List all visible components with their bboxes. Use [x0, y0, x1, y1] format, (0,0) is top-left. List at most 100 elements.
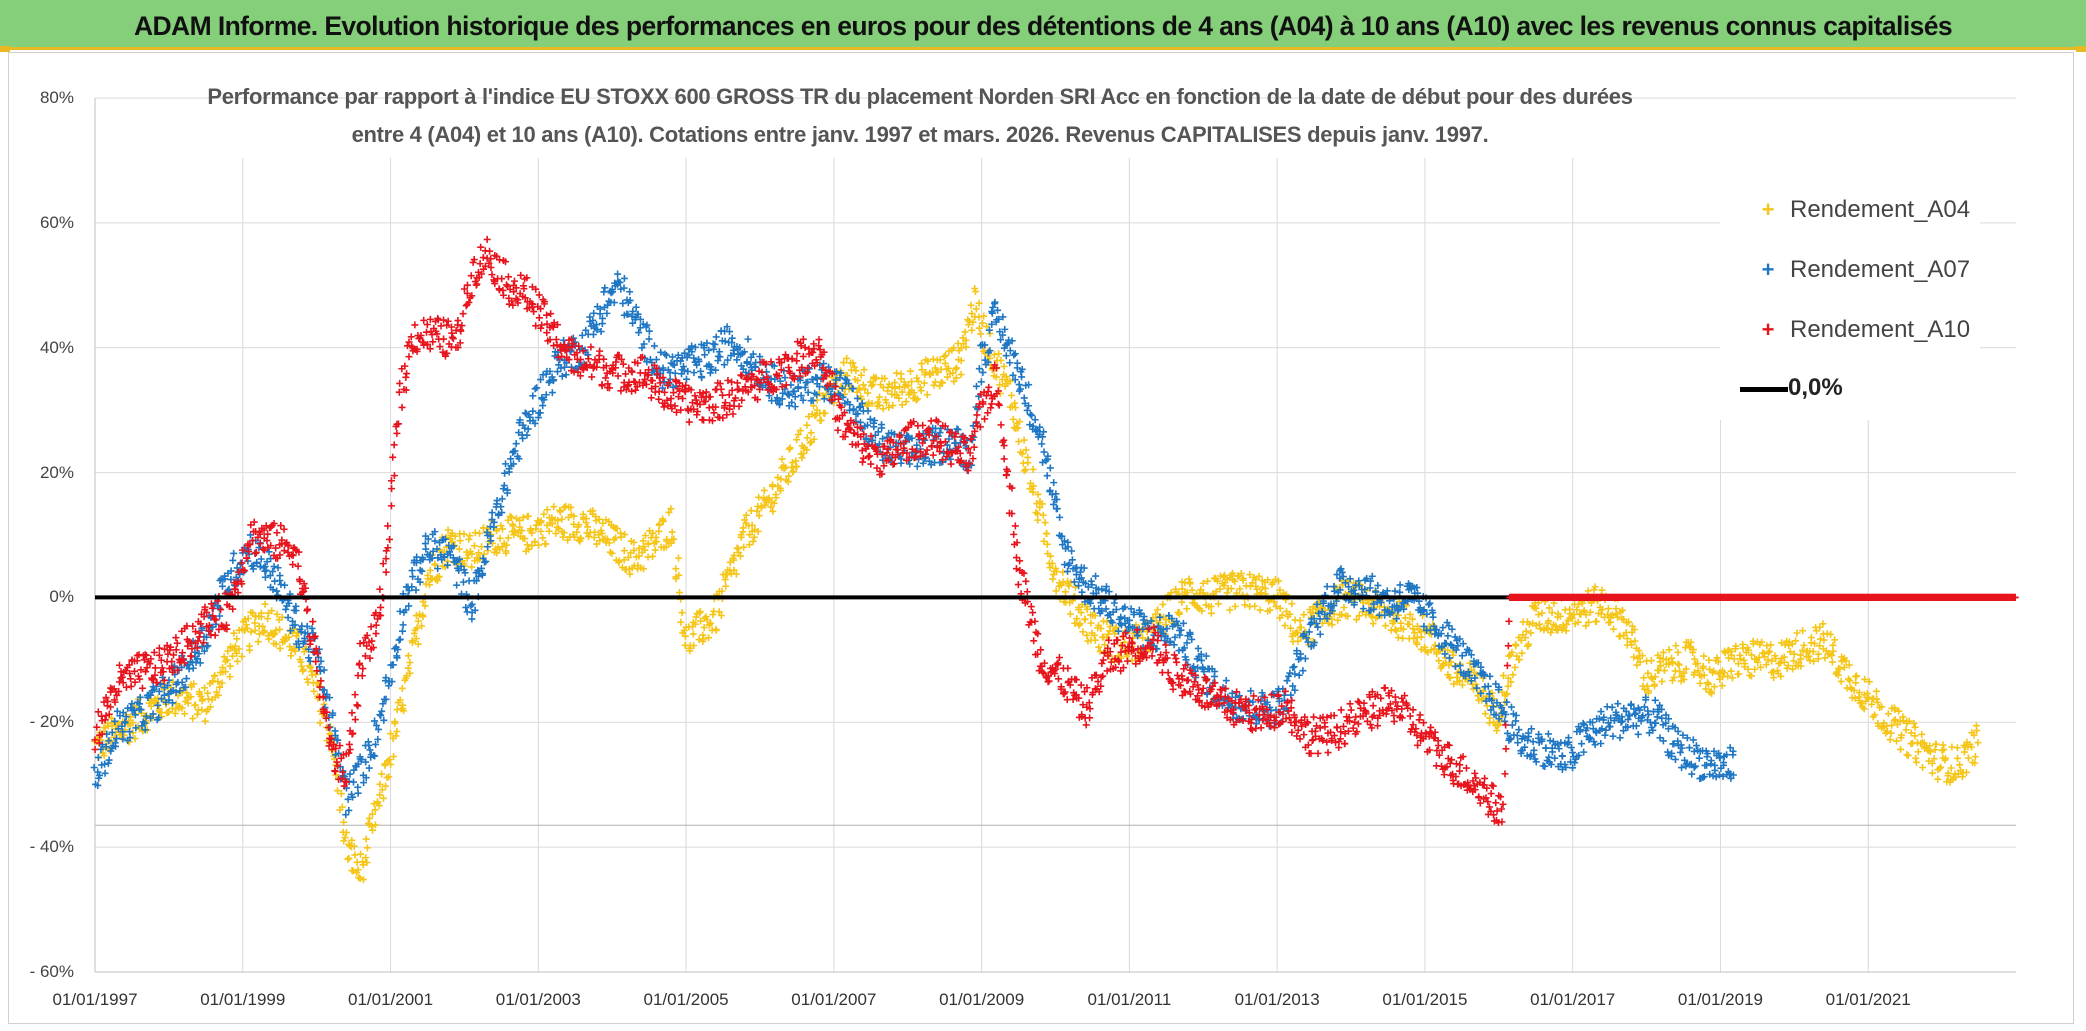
data-point [919, 421, 927, 429]
data-point [1504, 682, 1512, 690]
data-point [457, 327, 465, 335]
data-point [286, 643, 294, 651]
data-point [923, 391, 931, 399]
data-point [405, 353, 413, 361]
data-point [1207, 609, 1215, 617]
data-point [732, 570, 740, 578]
data-point [660, 378, 668, 386]
data-point [1651, 673, 1659, 681]
data-point [273, 529, 281, 537]
data-point [1408, 615, 1416, 623]
data-point [278, 613, 286, 621]
data-point [1272, 602, 1280, 610]
data-point [1505, 652, 1513, 660]
data-point [382, 695, 390, 703]
data-point [1934, 775, 1942, 783]
data-point [1898, 731, 1906, 739]
data-point [195, 633, 203, 641]
data-point [908, 378, 916, 386]
data-point [647, 394, 655, 402]
data-point [387, 730, 395, 738]
data-point [503, 541, 511, 549]
data-point [692, 613, 700, 621]
data-point [850, 429, 858, 437]
data-point [515, 455, 523, 463]
data-point [468, 563, 476, 571]
data-point [341, 834, 349, 842]
data-point [1034, 510, 1042, 518]
data-point [543, 311, 551, 319]
data-point [1634, 730, 1642, 738]
data-point [400, 707, 408, 715]
data-point [408, 567, 416, 575]
data-point [885, 403, 893, 411]
data-point [312, 670, 320, 678]
data-point [1569, 749, 1577, 757]
data-point [1078, 588, 1086, 596]
data-point [1458, 681, 1466, 689]
data-point [479, 254, 487, 262]
data-point [523, 431, 531, 439]
data-point [1000, 362, 1008, 370]
data-point [1780, 658, 1788, 666]
data-point [1056, 513, 1064, 521]
data-point [817, 416, 825, 424]
data-point [334, 736, 342, 744]
data-point [1291, 670, 1299, 678]
data-point [1644, 669, 1652, 677]
data-point [608, 286, 616, 294]
data-point [675, 589, 683, 597]
data-point [198, 624, 206, 632]
data-point [690, 369, 698, 377]
data-point [1338, 610, 1346, 618]
data-point [570, 533, 578, 541]
data-point [1888, 721, 1896, 729]
data-point [1718, 682, 1726, 690]
data-point [1301, 655, 1309, 663]
data-point [1547, 629, 1555, 637]
data-point [645, 327, 653, 335]
data-point [1178, 598, 1186, 606]
data-point [1846, 677, 1854, 685]
data-point [1974, 739, 1982, 747]
data-point [970, 443, 978, 451]
data-point [505, 468, 513, 476]
data-point [1444, 632, 1452, 640]
data-point [1928, 759, 1936, 767]
data-point [374, 725, 382, 733]
data-point [1660, 667, 1668, 675]
data-point [893, 369, 901, 377]
data-point [1392, 627, 1400, 635]
data-point [736, 552, 744, 560]
data-point [502, 281, 510, 289]
data-point [524, 425, 532, 433]
data-point [542, 391, 550, 399]
data-point [253, 558, 261, 566]
data-point [158, 664, 166, 672]
data-point [268, 607, 276, 615]
data-point [1255, 572, 1263, 580]
data-point [1741, 660, 1749, 668]
data-point [142, 712, 150, 720]
data-point [1851, 694, 1859, 702]
data-point [456, 537, 464, 545]
data-point [151, 664, 159, 672]
data-point [718, 391, 726, 399]
data-point [546, 367, 554, 375]
data-point [770, 499, 778, 507]
data-point [1573, 606, 1581, 614]
data-point [1068, 547, 1076, 555]
data-point [942, 351, 950, 359]
data-point [424, 535, 432, 543]
data-point [1668, 654, 1676, 662]
data-point [1043, 540, 1051, 548]
data-point [1061, 588, 1069, 596]
data-point [603, 535, 611, 543]
data-point [503, 486, 511, 494]
data-point [94, 781, 102, 789]
data-point [369, 826, 377, 834]
data-point [404, 652, 412, 660]
data-point [243, 624, 251, 632]
data-point [940, 352, 948, 360]
data-point [119, 735, 127, 743]
